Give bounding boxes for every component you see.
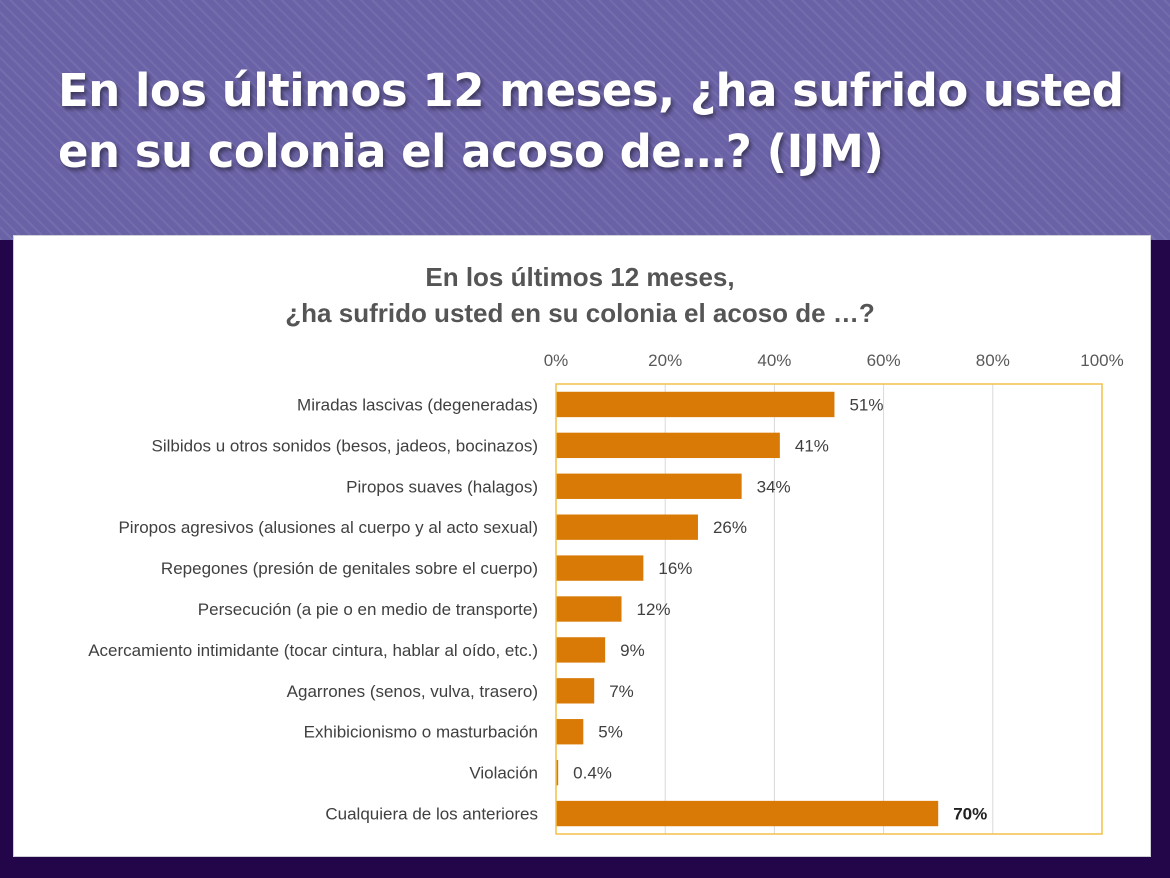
value-label: 7% bbox=[609, 682, 634, 701]
value-label: 70% bbox=[953, 805, 987, 824]
title-banner bbox=[0, 0, 1170, 240]
bar bbox=[556, 391, 835, 418]
bars bbox=[556, 391, 939, 827]
category-label: Violación bbox=[469, 764, 538, 783]
plot-area-border bbox=[555, 383, 1103, 835]
bar bbox=[556, 555, 644, 581]
category-label: Repegones (presión de genitales sobre el… bbox=[161, 559, 538, 578]
category-label: Piropos suaves (halagos) bbox=[346, 477, 538, 496]
category-label: Miradas lascivas (degeneradas) bbox=[297, 395, 538, 414]
x-tick-label: 40% bbox=[757, 351, 791, 370]
gridlines bbox=[664, 384, 994, 834]
value-label: 0.4% bbox=[573, 764, 612, 783]
value-label: 12% bbox=[637, 600, 671, 619]
bar bbox=[556, 800, 939, 827]
category-labels: Miradas lascivas (degeneradas) Silbidos u… bbox=[88, 395, 538, 823]
value-label: 51% bbox=[849, 395, 883, 414]
bar bbox=[556, 678, 595, 704]
bar bbox=[556, 473, 742, 499]
value-label: 34% bbox=[757, 477, 791, 496]
x-tick-label: 0% bbox=[544, 351, 569, 370]
value-label: 26% bbox=[713, 518, 747, 537]
bar bbox=[556, 596, 622, 622]
value-labels: 51% 41% 34% 26% 16% 12% 9% 7% 5% 0.4% 70% bbox=[573, 395, 987, 823]
bar bbox=[556, 759, 559, 786]
category-label: Agarrones (senos, vulva, trasero) bbox=[287, 682, 538, 701]
bar-chart: En los últimos 12 meses, ¿ha sufrido ust… bbox=[88, 262, 1124, 835]
value-label: 9% bbox=[620, 641, 645, 660]
x-tick-label: 100% bbox=[1080, 351, 1123, 370]
value-label: 41% bbox=[795, 436, 829, 455]
category-label: Cualquiera de los anteriores bbox=[325, 805, 538, 824]
x-tick-label: 80% bbox=[976, 351, 1010, 370]
category-label: Piropos agresivos (alusiones al cuerpo y… bbox=[118, 518, 538, 537]
category-label: Acercamiento intimidante (tocar cintura,… bbox=[88, 641, 538, 660]
chart-title-line-2: ¿ha sufrido usted en su colonia el acoso… bbox=[285, 298, 874, 328]
x-axis-ticks: 0% 20% 40% 60% 80% 100% bbox=[544, 351, 1124, 370]
chart-title-line-1: En los últimos 12 meses, bbox=[425, 262, 734, 292]
x-tick-label: 60% bbox=[867, 351, 901, 370]
x-tick-label: 20% bbox=[648, 351, 682, 370]
bar bbox=[556, 719, 584, 745]
chart-panel: En los últimos 12 meses, ¿ha sufrido ust… bbox=[14, 236, 1150, 856]
value-label: 5% bbox=[598, 723, 623, 742]
bar bbox=[556, 514, 698, 540]
bar bbox=[556, 637, 606, 663]
category-label: Persecución (a pie o en medio de transpo… bbox=[198, 600, 538, 619]
category-label: Silbidos u otros sonidos (besos, jadeos,… bbox=[152, 436, 539, 455]
category-label: Exhibicionismo o masturbación bbox=[304, 723, 538, 742]
bar bbox=[556, 432, 780, 459]
value-label: 16% bbox=[658, 559, 692, 578]
slide-title: En los últimos 12 meses, ¿ha sufrido ust… bbox=[58, 64, 1124, 178]
